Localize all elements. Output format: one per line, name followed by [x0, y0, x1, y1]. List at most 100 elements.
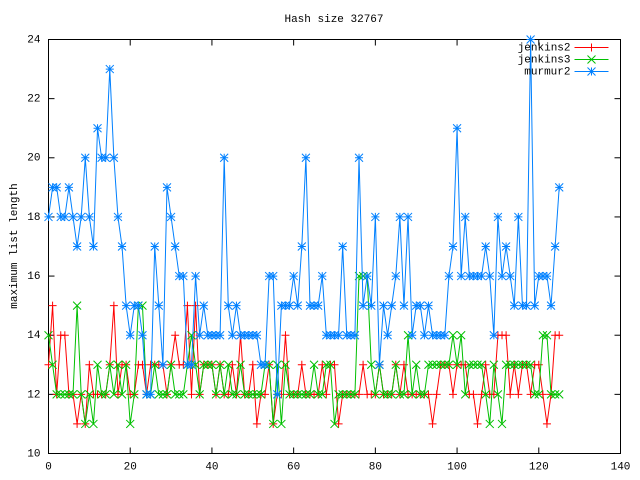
point-marker [48, 301, 57, 310]
point-marker [522, 360, 531, 370]
point-marker [56, 390, 66, 399]
point-marker [178, 390, 188, 399]
point-marker [219, 153, 229, 163]
point-marker [215, 360, 225, 370]
point-marker [203, 330, 213, 340]
point-marker [72, 242, 82, 251]
point-marker [93, 360, 102, 370]
point-marker [411, 360, 421, 370]
point-marker [477, 271, 486, 281]
x-tick-label: 40 [205, 461, 218, 473]
point-marker [460, 390, 470, 399]
point-marker [456, 330, 466, 340]
point-marker [183, 360, 192, 370]
point-marker [68, 390, 78, 399]
point-marker [346, 330, 356, 340]
point-marker [170, 242, 180, 251]
point-marker [538, 271, 548, 281]
point-marker [424, 360, 433, 370]
point-marker [80, 153, 90, 163]
point-marker [301, 153, 311, 163]
point-marker [464, 271, 474, 281]
point-marker [252, 419, 261, 428]
point-marker [452, 123, 462, 133]
y-tick-label: 16 [27, 271, 40, 283]
x-tick-label: 20 [124, 461, 137, 473]
point-marker [448, 242, 458, 251]
point-marker [166, 212, 176, 222]
point-marker [460, 212, 470, 222]
point-marker [244, 330, 254, 340]
point-marker [199, 301, 209, 310]
point-marker [211, 390, 221, 399]
point-marker [403, 330, 413, 340]
point-marker [326, 330, 335, 340]
point-marker [121, 301, 131, 310]
point-marker [150, 242, 160, 251]
point-marker [313, 301, 323, 310]
point-marker [444, 360, 454, 370]
point-marker [555, 331, 564, 340]
point-marker [542, 330, 552, 340]
point-marker [297, 360, 306, 369]
point-marker [158, 360, 168, 370]
point-marker [509, 360, 519, 370]
point-marker [248, 390, 258, 399]
x-tick-label: 0 [45, 461, 52, 473]
point-marker [317, 390, 327, 399]
y-tick-label: 22 [27, 94, 40, 106]
point-marker [489, 330, 499, 340]
point-marker [489, 390, 498, 399]
point-marker [223, 301, 233, 310]
point-marker [497, 419, 507, 429]
point-marker [469, 360, 478, 370]
point-marker [506, 390, 515, 399]
point-marker [330, 360, 339, 369]
point-marker [456, 271, 466, 281]
point-marker [174, 390, 184, 399]
point-marker [281, 301, 290, 310]
point-marker [407, 390, 417, 399]
legend-label: jenkins3 [518, 54, 571, 66]
legend-marker [587, 43, 596, 52]
point-marker [501, 360, 511, 370]
point-marker [101, 390, 111, 399]
point-marker [117, 242, 127, 251]
point-marker [195, 330, 205, 340]
point-marker [534, 271, 544, 281]
point-marker [309, 301, 319, 310]
point-marker [281, 331, 290, 340]
point-marker [342, 390, 352, 399]
point-marker [526, 360, 535, 370]
point-marker [379, 301, 388, 310]
point-marker [52, 183, 62, 192]
point-marker [134, 301, 143, 310]
point-marker [387, 390, 397, 399]
legend-label: jenkins2 [518, 42, 571, 54]
point-marker [268, 271, 278, 281]
point-marker [420, 330, 429, 340]
point-marker [432, 330, 441, 340]
point-marker [236, 360, 245, 370]
point-marker [228, 330, 237, 340]
point-marker [228, 390, 237, 399]
series-points [44, 35, 564, 399]
x-tick-label: 60 [287, 461, 300, 473]
point-marker [321, 360, 331, 370]
point-marker [395, 390, 405, 399]
point-marker [432, 390, 441, 399]
point-marker [334, 390, 343, 399]
point-marker [191, 360, 200, 370]
point-marker [260, 360, 270, 370]
point-marker [76, 390, 86, 399]
point-marker [514, 212, 523, 222]
point-marker [358, 271, 368, 281]
point-marker [493, 212, 503, 222]
point-marker [461, 360, 470, 369]
point-marker [387, 301, 397, 310]
point-marker [80, 419, 90, 429]
point-marker [97, 153, 106, 163]
point-marker [178, 271, 188, 281]
y-tick-label: 24 [27, 34, 41, 46]
